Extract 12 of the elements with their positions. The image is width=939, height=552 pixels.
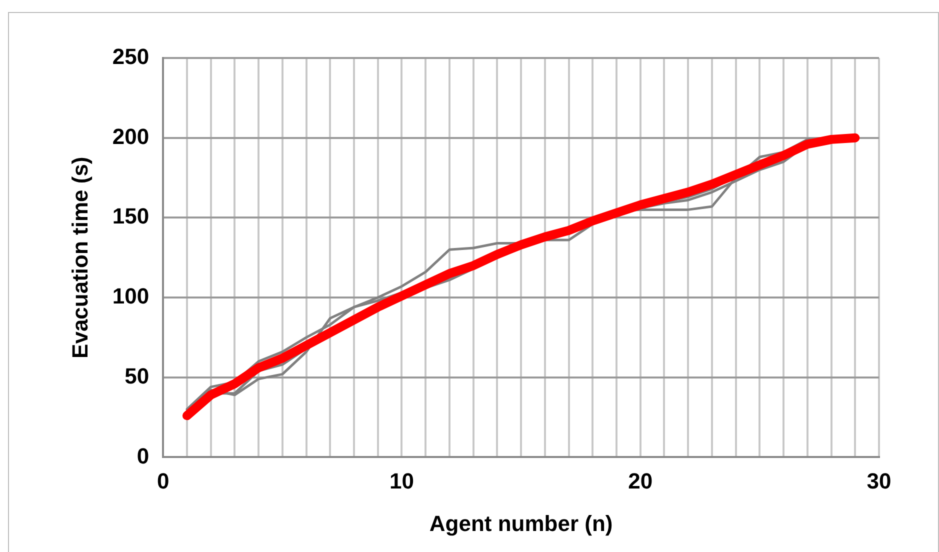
y-tick-label: 100 [112, 284, 150, 309]
y-tick-label: 0 [136, 443, 150, 468]
x-tick-label: 20 [628, 468, 653, 494]
x-tick-label: 30 [866, 468, 892, 494]
y-tick-label: 50 [124, 363, 150, 388]
y-axis-title: Evacuation time (s) [67, 156, 92, 358]
y-tick-label: 250 [112, 44, 150, 70]
x-axis-title: Agent number (n) [429, 510, 613, 536]
y-tick-label: 150 [112, 204, 150, 229]
y-tick-label: 200 [112, 124, 150, 149]
x-tick-label: 10 [389, 468, 414, 494]
x-tick-label: 0 [156, 468, 170, 494]
